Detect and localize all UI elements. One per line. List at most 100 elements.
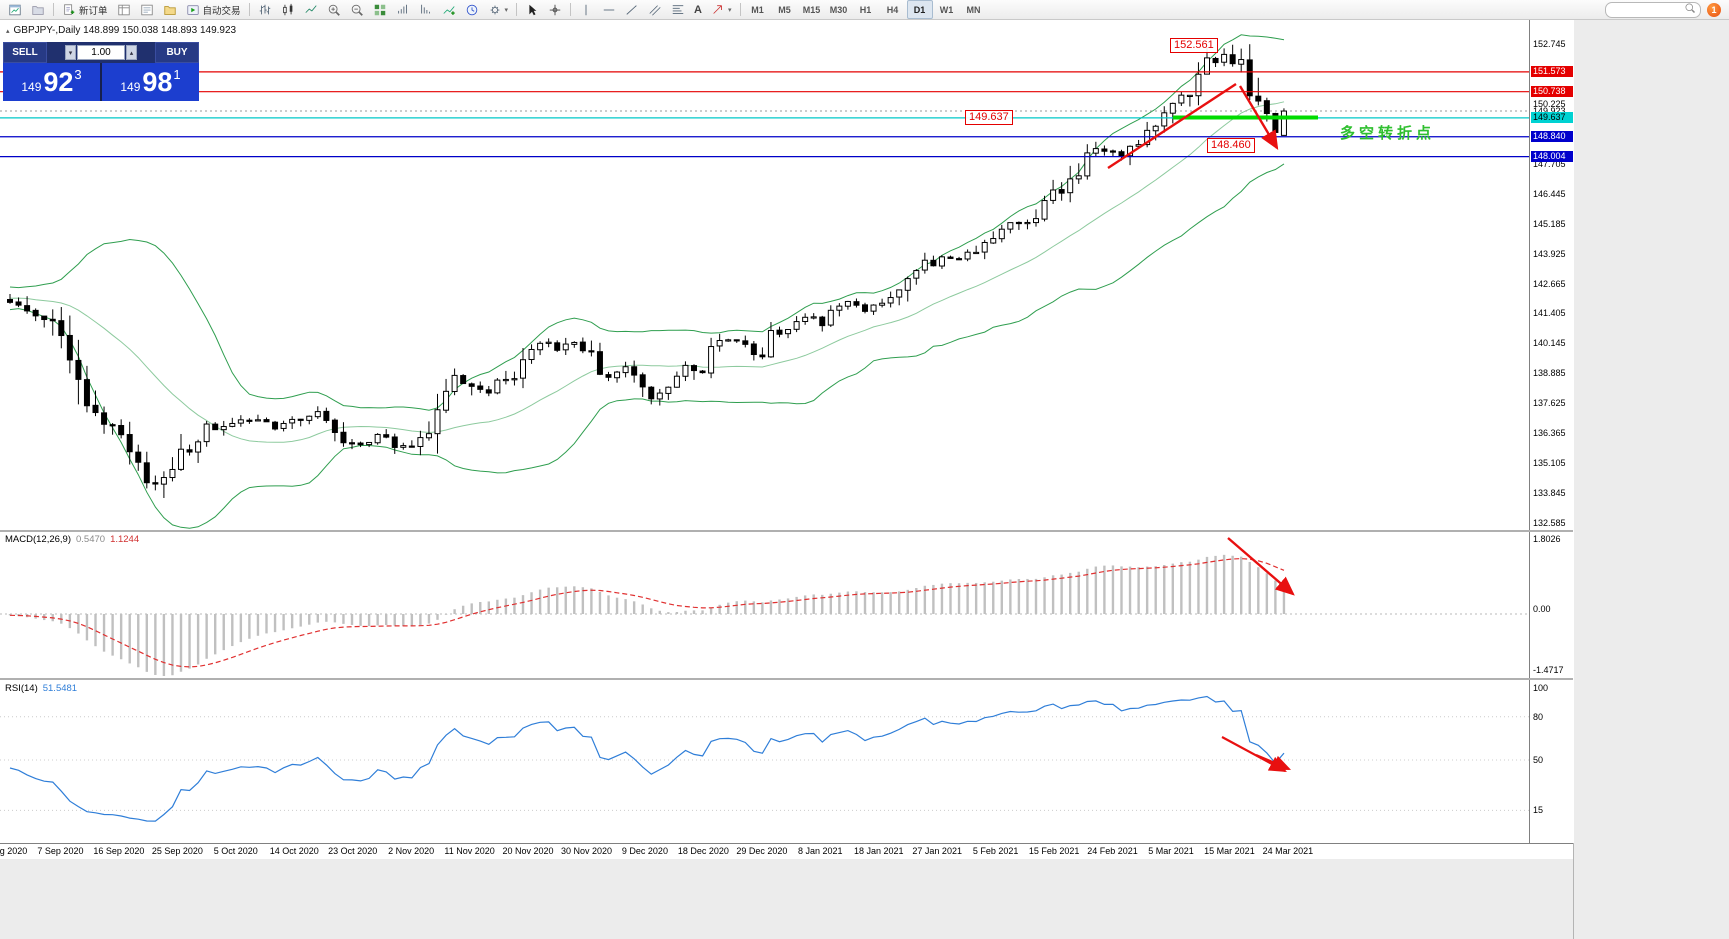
rsi-value: 51.5481: [42, 683, 78, 694]
buy-button[interactable]: BUY: [155, 42, 199, 63]
swing-low-annotation[interactable]: 148.460: [1207, 138, 1255, 153]
zoom-in-button[interactable]: [323, 0, 345, 19]
timeframe-m5-button[interactable]: M5: [778, 4, 791, 15]
autotrade-button[interactable]: 自动交易: [182, 0, 245, 19]
market-watch-button[interactable]: [113, 0, 135, 19]
notification-badge[interactable]: 1: [1707, 2, 1721, 17]
bar-chart-button[interactable]: [254, 0, 276, 19]
cursor-button[interactable]: [521, 0, 543, 19]
rsi-name: RSI(14): [5, 683, 38, 694]
collapse-icon[interactable]: ▴: [6, 27, 10, 35]
zoom-out-button[interactable]: [346, 0, 368, 19]
data-window-button[interactable]: [136, 0, 158, 19]
volume-input[interactable]: [77, 45, 125, 60]
price-level-badge: 151.573: [1531, 66, 1573, 78]
clock-icon: [465, 3, 479, 17]
channel-button[interactable]: [644, 0, 666, 19]
turning-point-note[interactable]: 多空转折点: [1340, 125, 1436, 142]
price-tick: 150.225: [1533, 98, 1566, 109]
date-axis[interactable]: 28 Aug 2020 7 Sep 2020 16 Sep 2020 25 Sep 2…: [0, 843, 1573, 859]
tile-windows-button[interactable]: [369, 0, 391, 19]
new-order-label: 新订单: [79, 5, 108, 17]
timeframe-h4-button[interactable]: H4: [886, 4, 899, 15]
arrow-tool-icon: [711, 3, 725, 17]
rsi-axis-50: 50: [1533, 755, 1544, 765]
toolbar-separator: [248, 3, 250, 16]
one-click-trading-panel: SELL ▾ ▴ BUY 149 92 3 149: [3, 42, 199, 101]
timeframe-w1-button[interactable]: W1: [939, 4, 954, 15]
date-label: 30 Nov 2020: [560, 846, 613, 856]
rsi-pane[interactable]: RSI(14) 51.5481: [0, 681, 1529, 843]
new-chart-icon: [8, 3, 22, 17]
market-watch-icon: [117, 3, 131, 17]
arrange-desc-button[interactable]: [415, 0, 437, 19]
price-tick: 137.625: [1533, 398, 1566, 409]
template-button[interactable]: ▾: [484, 0, 513, 19]
profiles-button[interactable]: [27, 0, 49, 19]
macd-axis-zero: 0.00: [1533, 604, 1551, 614]
date-label: 18 Jan 2021: [853, 846, 904, 856]
macd-main-value: 0.5470: [76, 534, 106, 545]
cursor-icon: [525, 3, 539, 17]
date-label: 24 Feb 2021: [1087, 846, 1138, 856]
timeframe-m1-button[interactable]: M1: [751, 4, 764, 15]
date-label: 8 Jan 2021: [798, 846, 843, 856]
volume-decrease-button[interactable]: ▾: [65, 45, 76, 60]
new-order-button[interactable]: 新订单: [58, 0, 112, 19]
pane-splitter[interactable]: [0, 678, 1573, 680]
date-label: 11 Nov 2020: [444, 846, 495, 856]
date-label: 14 Oct 2020: [269, 846, 319, 856]
search-input[interactable]: [1605, 1, 1701, 18]
fibonacci-button[interactable]: [667, 0, 689, 19]
macd-pane[interactable]: MACD(12,26,9) 0.5470 1.1244: [0, 532, 1529, 678]
main-chart-pane[interactable]: ▴ GBPJPY-,Daily 148.899 150.038 148.893 …: [0, 20, 1529, 530]
price-axis[interactable]: 1.8026 0.00 -1.4717 100 80 50 15 152.745…: [1529, 20, 1574, 843]
date-label: 5 Oct 2020: [213, 846, 258, 856]
sell-price-big: 92: [43, 67, 74, 97]
trendline-button[interactable]: [621, 0, 643, 19]
periods-button[interactable]: [461, 0, 483, 19]
toolbar: 新订单 自动交易 ▾ A ▾ M1 M5 M15: [0, 0, 1729, 20]
date-label: 24 Mar 2021: [1262, 846, 1314, 856]
candle-chart-button[interactable]: [277, 0, 299, 19]
rsi-label: RSI(14) 51.5481: [5, 683, 77, 694]
timeframe-m30-button[interactable]: M30: [829, 4, 848, 15]
chevron-down-icon: ▾: [504, 6, 509, 14]
navigator-button[interactable]: [159, 0, 181, 19]
swing-high-annotation[interactable]: 152.561: [1170, 38, 1218, 53]
buy-price-button[interactable]: 149 98 1: [102, 63, 199, 101]
main-chart-canvas[interactable]: [0, 20, 1529, 530]
date-label: 29 Dec 2020: [736, 846, 788, 856]
arrange-asc-button[interactable]: [392, 0, 414, 19]
timeframe-m15-button[interactable]: M15: [802, 4, 821, 15]
timeframe-mn-button[interactable]: MN: [966, 4, 981, 15]
price-tick: 133.845: [1533, 488, 1566, 499]
price-level-badge: 148.004: [1531, 151, 1573, 163]
candlestick-icon: [281, 3, 295, 17]
line-chart-button[interactable]: [300, 0, 322, 19]
sell-price-button[interactable]: 149 92 3: [3, 63, 100, 101]
sell-button[interactable]: SELL: [3, 42, 47, 63]
horizontal-line-button[interactable]: [598, 0, 620, 19]
gear-icon: [488, 3, 502, 17]
volume-increase-button[interactable]: ▴: [126, 45, 137, 60]
new-chart-button[interactable]: [4, 0, 26, 19]
toolbar-separator: [53, 3, 54, 16]
price-level-badge: 149.637: [1531, 112, 1573, 124]
text-tool-button[interactable]: A: [690, 0, 706, 19]
price-tick: 152.745: [1533, 39, 1566, 49]
window-background-right: [1573, 20, 1729, 939]
navigator-folder-icon: [163, 3, 177, 17]
date-label: 20 Nov 2020: [502, 846, 554, 856]
vertical-line-button[interactable]: [575, 0, 597, 19]
arrow-tool-button[interactable]: ▾: [707, 0, 736, 19]
indicators-button[interactable]: [438, 0, 460, 19]
timeframe-d1-button[interactable]: D1: [906, 0, 933, 19]
buy-price-sup: 1: [173, 67, 181, 82]
pane-splitter[interactable]: [0, 530, 1573, 532]
timeframe-h1-button[interactable]: H1: [859, 4, 872, 15]
price-level-badge: 150.738: [1531, 86, 1573, 98]
crosshair-button[interactable]: [544, 0, 566, 19]
level-annotation[interactable]: 149.637: [965, 110, 1013, 125]
date-label: 23 Oct 2020: [328, 846, 378, 856]
